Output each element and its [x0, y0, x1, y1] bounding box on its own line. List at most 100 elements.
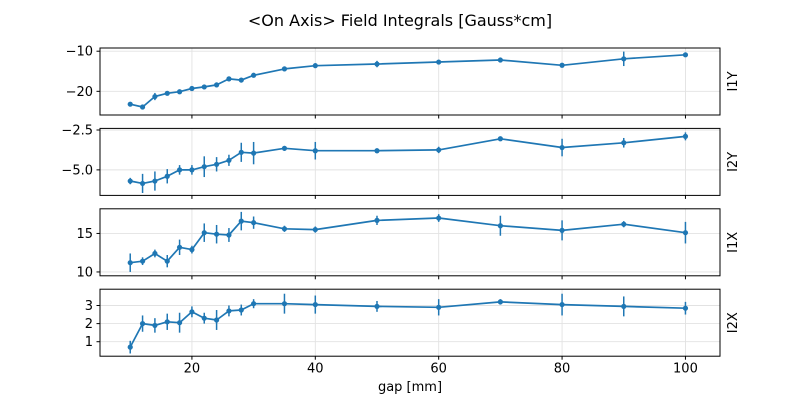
data-point: [559, 301, 565, 308]
subplot-i1y: −20 −10 I1Y: [66, 45, 741, 119]
axes-border: [99, 208, 721, 277]
data-point: [374, 148, 380, 154]
y-tick-label: 3: [85, 299, 93, 314]
data-point: [682, 133, 689, 139]
data-point: [189, 167, 195, 173]
data-point: [559, 62, 565, 68]
data-point: [127, 101, 133, 107]
data-point: [621, 303, 627, 310]
data-point: [436, 59, 442, 65]
data-point: [621, 140, 627, 146]
data-line: [129, 53, 687, 108]
subplot-i2y: −5.0 −2.5 I2Y: [61, 123, 741, 199]
y-tick-label: −5.0: [61, 163, 93, 178]
grid-lines: [100, 48, 720, 115]
data-points: [127, 299, 689, 350]
data-point: [281, 145, 288, 151]
data-point: [201, 164, 207, 170]
data-point: [176, 244, 183, 250]
data-point: [164, 258, 170, 264]
data-point: [213, 82, 220, 88]
data-point: [226, 232, 232, 238]
data-point: [189, 247, 195, 253]
data-point: [152, 250, 158, 257]
y-tick-label: −20: [66, 85, 93, 100]
data-point: [251, 301, 257, 307]
data-point: [201, 230, 207, 236]
data-points: [127, 133, 689, 187]
data-line: [129, 217, 687, 264]
data-point: [139, 180, 146, 187]
data-point: [251, 150, 257, 156]
y-tick-label: 2: [85, 317, 93, 332]
axes-border: [99, 288, 721, 357]
data-point: [238, 307, 244, 313]
y-tick-label: 15: [76, 227, 93, 242]
data-line: [129, 301, 687, 348]
data-point: [312, 148, 318, 154]
data-point: [213, 161, 220, 167]
tick-marks: [96, 304, 686, 360]
data-point: [682, 230, 689, 236]
data-point: [312, 226, 318, 233]
y-tick-label: −2.5: [61, 123, 93, 138]
data-point: [164, 90, 170, 96]
data-point: [152, 322, 158, 329]
x-tick-label: 100: [673, 362, 698, 377]
data-point: [281, 66, 288, 72]
data-point: [139, 258, 146, 264]
data-point: [176, 167, 183, 173]
x-axis-label: gap [mm]: [378, 380, 442, 395]
data-point: [152, 93, 158, 100]
data-point: [312, 301, 318, 308]
data-point: [238, 149, 244, 155]
data-point: [213, 231, 220, 237]
data-point: [127, 344, 133, 350]
data-point: [281, 301, 288, 307]
data-point: [374, 303, 380, 310]
data-point: [152, 178, 158, 184]
data-point: [176, 89, 183, 95]
data-point: [127, 260, 133, 266]
figure-title: <On Axis> Field Integrals [Gauss*cm]: [248, 11, 552, 30]
x-tick-label: 60: [430, 362, 447, 377]
data-point: [164, 173, 170, 179]
data-point: [497, 299, 503, 305]
x-tick-label: 20: [184, 362, 201, 377]
right-axis-label-i2x: I2X: [726, 312, 741, 333]
data-points: [127, 52, 689, 110]
data-line: [129, 135, 687, 185]
data-point: [251, 220, 257, 226]
data-point: [226, 157, 232, 163]
x-tick-label: 80: [554, 362, 571, 377]
data-point: [497, 57, 503, 63]
data-point: [226, 76, 232, 82]
data-point: [238, 218, 244, 224]
axes-border: [99, 127, 721, 196]
axes-border: [99, 47, 721, 116]
data-point: [189, 309, 195, 315]
grid-lines: [100, 289, 720, 357]
data-point: [226, 308, 232, 314]
data-point: [176, 320, 183, 326]
subplot-i2x: 1 2 3 20 40 60 80 100 I2X: [85, 288, 741, 377]
data-point: [201, 84, 207, 90]
data-point: [251, 72, 257, 78]
data-point: [189, 85, 195, 92]
data-point: [312, 63, 318, 69]
data-point: [164, 319, 170, 325]
data-point: [436, 304, 442, 310]
right-axis-label-i1x: I1X: [726, 232, 741, 253]
data-point: [281, 226, 288, 232]
data-point: [559, 144, 565, 151]
y-tick-label: 1: [85, 335, 93, 350]
y-tick-label: 10: [76, 265, 93, 280]
data-point: [436, 215, 442, 221]
data-point: [497, 136, 503, 142]
data-point: [127, 178, 133, 184]
y-tick-label: −10: [66, 45, 93, 60]
tick-marks: [96, 129, 686, 199]
subplot-i1x: 10 15 I1X: [76, 208, 741, 280]
